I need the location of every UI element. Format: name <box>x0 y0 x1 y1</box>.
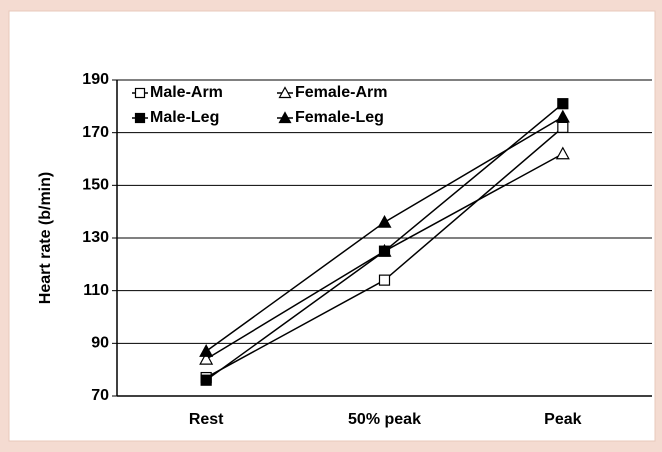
legend-label: Female-Leg <box>295 109 384 126</box>
marker <box>555 109 570 123</box>
marker <box>557 121 569 134</box>
marker <box>199 343 214 357</box>
legend-marker <box>278 111 292 124</box>
legend-marker <box>278 86 292 99</box>
marker <box>557 98 569 110</box>
marker <box>199 351 214 365</box>
y-tick-label: 150 <box>82 177 109 194</box>
y-tick-label: 90 <box>91 335 109 352</box>
legend-label: Male-Leg <box>150 109 219 126</box>
y-tick-label: 170 <box>82 124 109 141</box>
legend-marker <box>134 112 146 124</box>
y-tick-label: 190 <box>82 71 109 88</box>
marker <box>378 245 391 257</box>
x-tick-label: 50% peak <box>348 411 421 428</box>
y-tick-label: 110 <box>83 282 109 299</box>
legend-marker <box>134 87 146 99</box>
x-tick-label: Peak <box>544 411 581 428</box>
marker <box>378 274 391 286</box>
legend-label: Male-Arm <box>150 84 223 101</box>
marker <box>200 374 212 386</box>
legend-label: Female-Arm <box>295 84 387 101</box>
marker <box>377 214 392 228</box>
x-tick-label: Rest <box>189 411 224 428</box>
y-tick-label: 130 <box>82 229 109 246</box>
marker <box>555 146 570 160</box>
y-axis-label: Heart rate (b/min) <box>37 172 54 304</box>
y-tick-label: 70 <box>91 387 109 404</box>
